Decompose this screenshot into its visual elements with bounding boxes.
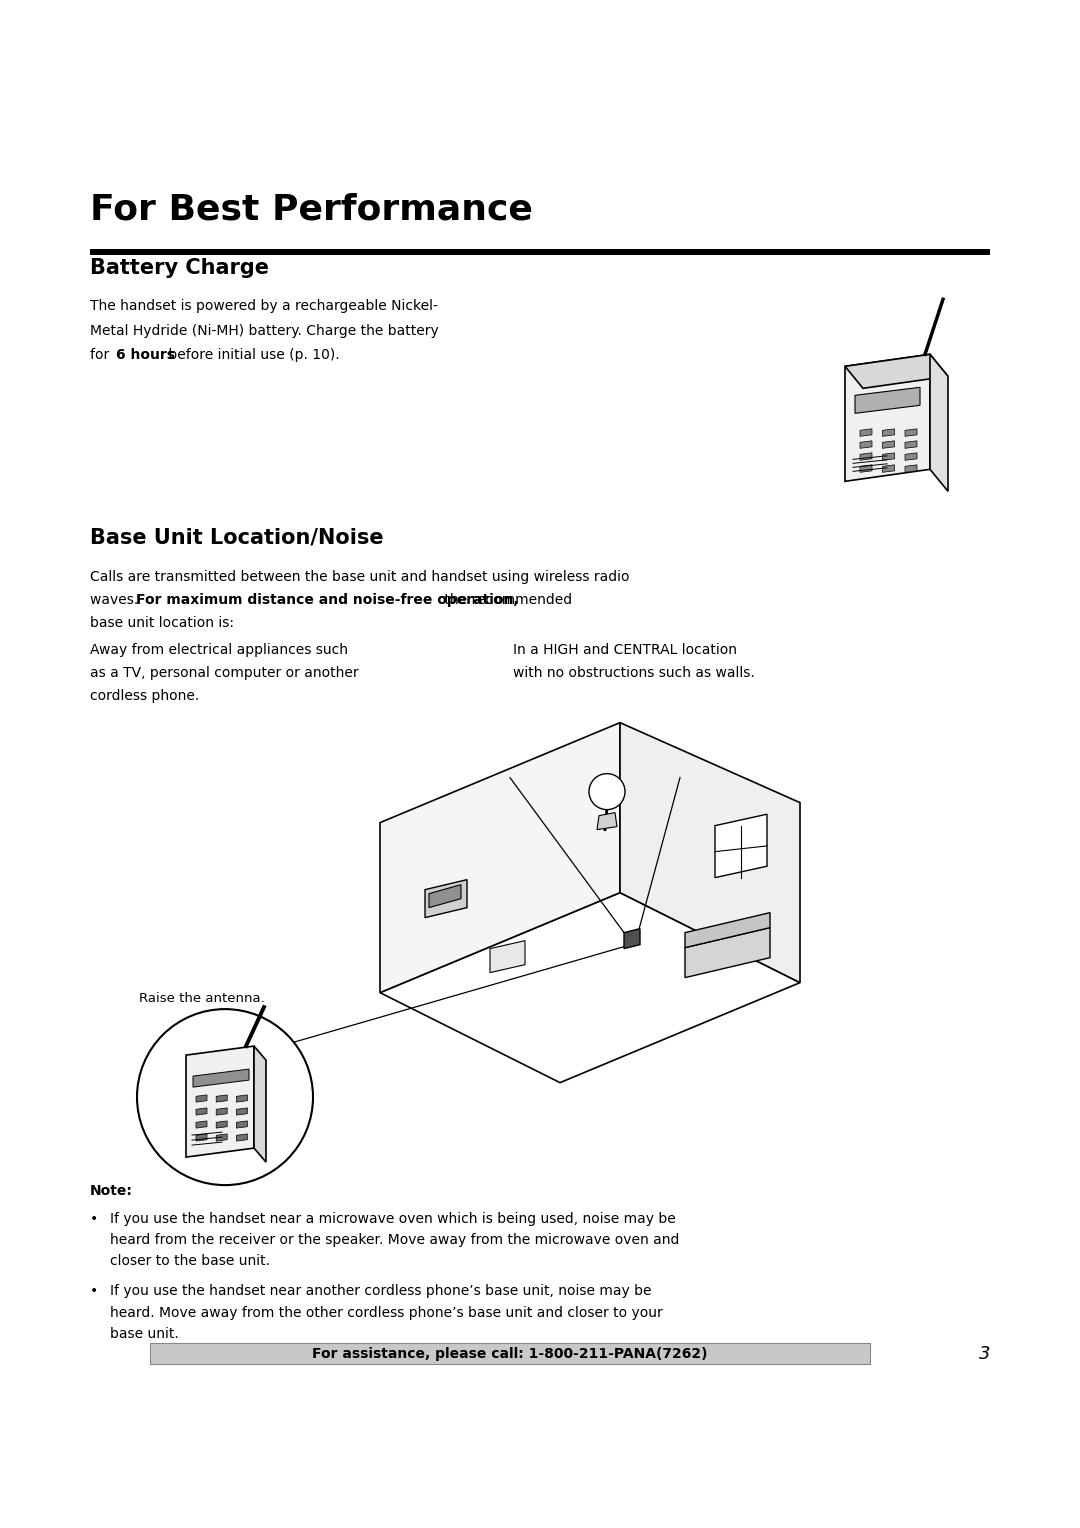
- Text: Base Unit Location/Noise: Base Unit Location/Noise: [90, 527, 383, 547]
- Polygon shape: [855, 387, 920, 413]
- Polygon shape: [930, 354, 948, 492]
- Polygon shape: [193, 1070, 249, 1086]
- Circle shape: [137, 1008, 313, 1186]
- Polygon shape: [882, 452, 894, 460]
- Text: closer to the base unit.: closer to the base unit.: [110, 1254, 270, 1268]
- Text: base unit location is:: base unit location is:: [90, 616, 234, 630]
- Text: If you use the handset near a microwave oven which is being used, noise may be: If you use the handset near a microwave …: [110, 1212, 676, 1225]
- Polygon shape: [905, 429, 917, 437]
- Polygon shape: [597, 813, 617, 830]
- Polygon shape: [685, 927, 770, 978]
- Text: 3: 3: [978, 1345, 990, 1363]
- Polygon shape: [715, 814, 767, 877]
- Text: •: •: [90, 1212, 98, 1225]
- Text: as a TV, personal computer or another: as a TV, personal computer or another: [90, 666, 359, 680]
- Text: Away from electrical appliances such: Away from electrical appliances such: [90, 643, 348, 657]
- Text: Raise the antenna.: Raise the antenna.: [139, 992, 265, 1005]
- Polygon shape: [860, 440, 872, 448]
- Polygon shape: [195, 1134, 207, 1141]
- Polygon shape: [620, 723, 800, 983]
- Text: heard from the receiver or the speaker. Move away from the microwave oven and: heard from the receiver or the speaker. …: [110, 1233, 679, 1247]
- Text: the recommended: the recommended: [441, 593, 572, 607]
- Text: for: for: [90, 348, 113, 362]
- Polygon shape: [216, 1108, 227, 1115]
- Text: Metal Hydride (Ni-MH) battery. Charge the battery: Metal Hydride (Ni-MH) battery. Charge th…: [90, 324, 438, 338]
- Text: 6 hours: 6 hours: [116, 348, 175, 362]
- Text: Calls are transmitted between the base unit and handset using wireless radio: Calls are transmitted between the base u…: [90, 570, 630, 584]
- Polygon shape: [860, 452, 872, 460]
- Polygon shape: [882, 429, 894, 437]
- Text: •: •: [90, 1285, 98, 1299]
- Polygon shape: [845, 354, 930, 481]
- Text: base unit.: base unit.: [110, 1328, 179, 1342]
- Polygon shape: [905, 465, 917, 472]
- Polygon shape: [195, 1096, 207, 1102]
- Polygon shape: [882, 465, 894, 472]
- Polygon shape: [429, 885, 461, 908]
- Polygon shape: [216, 1096, 227, 1102]
- Text: In a HIGH and CENTRAL location: In a HIGH and CENTRAL location: [513, 643, 737, 657]
- Polygon shape: [237, 1096, 247, 1102]
- Polygon shape: [905, 440, 917, 448]
- Polygon shape: [845, 354, 948, 388]
- Polygon shape: [237, 1134, 247, 1141]
- Polygon shape: [380, 892, 800, 1083]
- Polygon shape: [860, 465, 872, 472]
- Text: with no obstructions such as walls.: with no obstructions such as walls.: [513, 666, 755, 680]
- Text: If you use the handset near another cordless phone’s base unit, noise may be: If you use the handset near another cord…: [110, 1285, 651, 1299]
- Polygon shape: [624, 929, 640, 949]
- Text: For Best Performance: For Best Performance: [90, 193, 532, 226]
- Polygon shape: [860, 429, 872, 437]
- Text: cordless phone.: cordless phone.: [90, 689, 199, 703]
- Polygon shape: [254, 1047, 266, 1163]
- Bar: [90, 249, 990, 255]
- Polygon shape: [685, 912, 770, 947]
- Polygon shape: [882, 440, 894, 448]
- Polygon shape: [237, 1122, 247, 1128]
- Polygon shape: [216, 1122, 227, 1128]
- Polygon shape: [216, 1134, 227, 1141]
- Text: For assistance, please call: 1-800-211-PANA(7262): For assistance, please call: 1-800-211-P…: [312, 1346, 707, 1361]
- Polygon shape: [195, 1122, 207, 1128]
- Text: Note:: Note:: [90, 1184, 133, 1198]
- Bar: [150, 1343, 870, 1365]
- Text: before initial use (p. 10).: before initial use (p. 10).: [164, 348, 339, 362]
- Polygon shape: [426, 880, 467, 918]
- Polygon shape: [490, 941, 525, 973]
- Polygon shape: [195, 1108, 207, 1115]
- Text: waves.: waves.: [90, 593, 143, 607]
- Text: heard. Move away from the other cordless phone’s base unit and closer to your: heard. Move away from the other cordless…: [110, 1306, 663, 1320]
- Circle shape: [589, 773, 625, 810]
- Text: The handset is powered by a rechargeable Nickel-: The handset is powered by a rechargeable…: [90, 299, 437, 313]
- Polygon shape: [380, 723, 620, 993]
- Text: Battery Charge: Battery Charge: [90, 258, 269, 278]
- Polygon shape: [186, 1047, 254, 1157]
- Text: For maximum distance and noise-free operation,: For maximum distance and noise-free oper…: [135, 593, 518, 607]
- Polygon shape: [237, 1108, 247, 1115]
- Polygon shape: [905, 452, 917, 460]
